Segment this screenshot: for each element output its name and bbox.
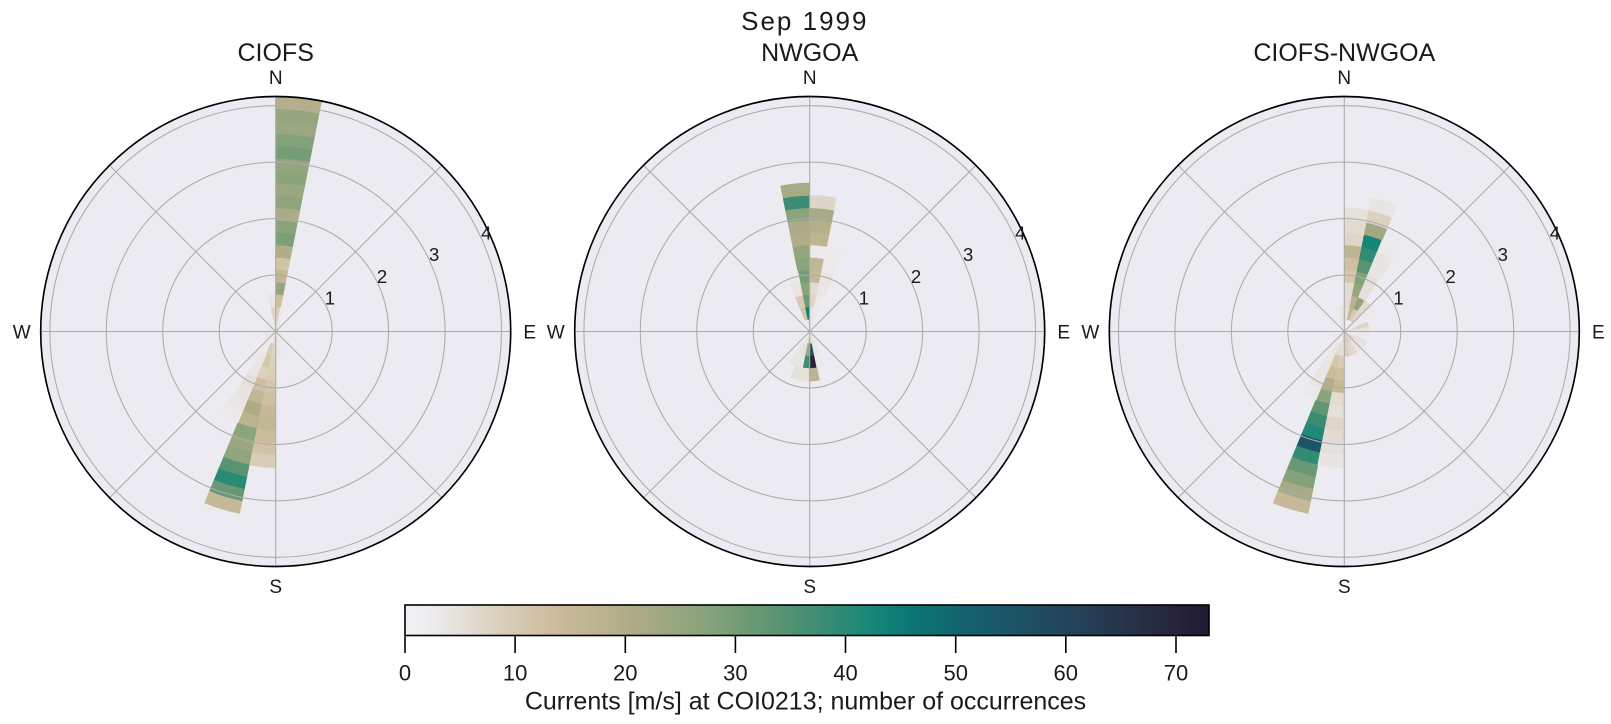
svg-text:N: N	[803, 68, 817, 89]
svg-text:E: E	[1057, 322, 1070, 343]
svg-text:W: W	[547, 322, 565, 343]
svg-text:S: S	[1338, 577, 1351, 598]
svg-text:50: 50	[943, 660, 967, 685]
svg-text:2: 2	[911, 266, 921, 287]
svg-text:1: 1	[1393, 287, 1403, 308]
svg-text:CIOFS: CIOFS	[237, 39, 313, 67]
svg-text:Sep 1999: Sep 1999	[741, 6, 868, 36]
svg-text:3: 3	[1498, 244, 1508, 265]
svg-text:2: 2	[1445, 266, 1455, 287]
svg-text:30: 30	[723, 660, 747, 685]
svg-text:E: E	[523, 322, 536, 343]
svg-text:N: N	[1337, 68, 1351, 89]
svg-text:20: 20	[613, 660, 637, 685]
svg-text:10: 10	[503, 660, 527, 685]
svg-text:70: 70	[1164, 660, 1188, 685]
svg-text:4: 4	[1015, 223, 1025, 244]
svg-text:1: 1	[325, 287, 335, 308]
svg-text:4: 4	[1550, 223, 1560, 244]
svg-text:1: 1	[859, 287, 869, 308]
svg-text:40: 40	[833, 660, 857, 685]
svg-text:CIOFS-NWGOA: CIOFS-NWGOA	[1253, 39, 1435, 67]
svg-text:S: S	[803, 577, 816, 598]
svg-text:Currents [m/s] at COI0213; num: Currents [m/s] at COI0213; number of occ…	[525, 688, 1086, 716]
svg-text:3: 3	[429, 244, 439, 265]
svg-text:W: W	[1081, 322, 1099, 343]
svg-text:W: W	[13, 322, 31, 343]
svg-text:4: 4	[481, 223, 491, 244]
svg-text:3: 3	[963, 244, 973, 265]
svg-text:N: N	[269, 68, 283, 89]
svg-text:2: 2	[377, 266, 387, 287]
svg-text:NWGOA: NWGOA	[761, 39, 859, 67]
svg-text:60: 60	[1054, 660, 1078, 685]
svg-text:S: S	[269, 577, 282, 598]
svg-text:E: E	[1592, 322, 1605, 343]
svg-text:0: 0	[399, 660, 411, 685]
